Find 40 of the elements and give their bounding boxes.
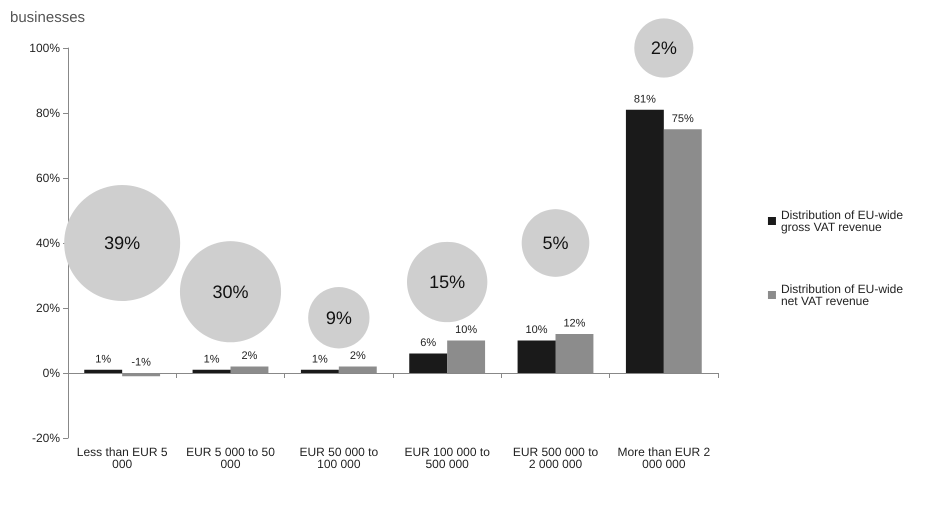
annotation: 39% — [104, 233, 140, 253]
data-label: 2% — [350, 350, 366, 362]
data-label: 1% — [312, 353, 328, 366]
annotation: 9% — [326, 308, 352, 328]
data-label: 1% — [204, 353, 220, 366]
x-tick-label: EUR 50 000 to 100 000 — [299, 445, 379, 471]
bar — [192, 370, 230, 373]
y-tick-label: 80% — [36, 106, 60, 120]
x-tick-label: More than EUR 2 000 000 — [617, 445, 711, 471]
annotation: 2% — [650, 38, 677, 58]
data-label: 75% — [672, 112, 694, 125]
data-label: 1% — [95, 353, 112, 366]
data-label: 2% — [242, 350, 258, 362]
annotation: 5% — [542, 233, 569, 253]
data-label: -1% — [131, 356, 152, 368]
bar — [626, 110, 664, 373]
y-tick-label: 100% — [29, 41, 60, 55]
data-label: 6% — [420, 337, 436, 349]
bar — [409, 354, 448, 373]
data-label: 81% — [634, 93, 656, 106]
annotation: 30% — [212, 282, 249, 302]
annotation: 15% — [429, 272, 466, 292]
data-label: 10% — [526, 324, 548, 336]
y-tick-label: 0% — [42, 366, 60, 380]
bar — [84, 370, 122, 373]
y-tick-label: -20% — [32, 431, 60, 445]
bar — [518, 340, 556, 373]
y-tick-label: 40% — [36, 236, 60, 250]
x-tick-label: Less than EUR 5 000 — [76, 445, 168, 471]
bar — [300, 370, 339, 373]
y-tick-label: 60% — [36, 171, 60, 185]
legend-label: Distribution of EU-wide net VAT revenue — [780, 282, 904, 308]
x-tick-label: EUR 500 000 to 2 000 000 — [512, 445, 599, 471]
data-label: 12% — [563, 318, 586, 330]
x-tick-label: EUR 5 000 to 50 000 — [186, 445, 276, 471]
data-label: 10% — [455, 324, 478, 336]
legend-label: Distribution of EU-wide gross VAT revenue — [780, 208, 904, 234]
y-tick-label: 20% — [36, 301, 60, 315]
x-tick-label: EUR 100 000 to 500 000 — [404, 445, 490, 471]
text: businesses — [10, 9, 86, 26]
